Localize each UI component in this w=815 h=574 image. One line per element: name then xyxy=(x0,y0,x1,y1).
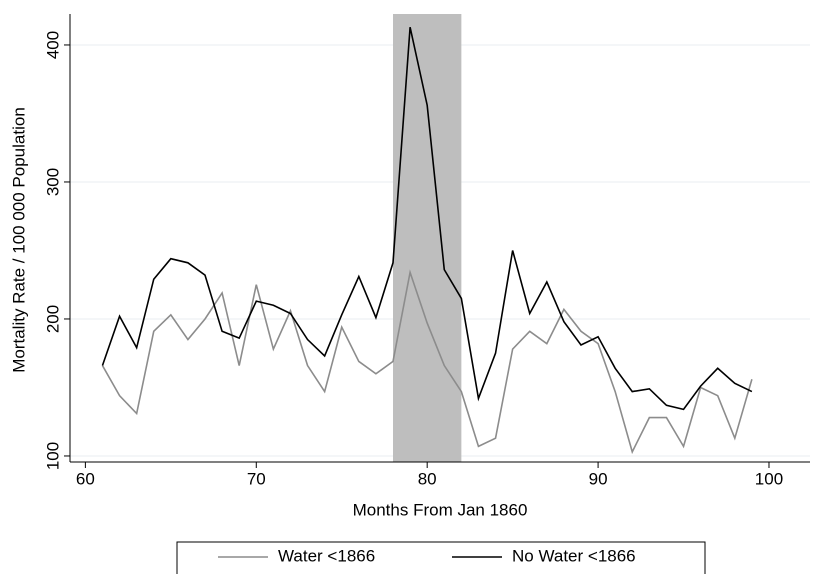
legend-label: Water <1866 xyxy=(278,546,375,565)
x-tick-label: 80 xyxy=(418,469,437,488)
y-axis-label: Mortality Rate / 100 000 Population xyxy=(9,107,28,373)
x-tick-label: 70 xyxy=(247,469,266,488)
x-tick-label: 100 xyxy=(755,469,783,488)
y-tick-label: 400 xyxy=(43,31,62,59)
y-tick-label: 100 xyxy=(43,442,62,470)
y-tick-label: 200 xyxy=(43,305,62,333)
shaded-region xyxy=(393,14,462,462)
x-tick-label: 90 xyxy=(589,469,608,488)
y-tick-label: 300 xyxy=(43,168,62,196)
x-axis-label: Months From Jan 1860 xyxy=(353,500,528,519)
series-line xyxy=(101,269,753,455)
x-tick-label: 60 xyxy=(76,469,95,488)
legend-label: No Water <1866 xyxy=(512,546,636,565)
series-line xyxy=(101,26,753,411)
legend-box xyxy=(176,541,706,574)
